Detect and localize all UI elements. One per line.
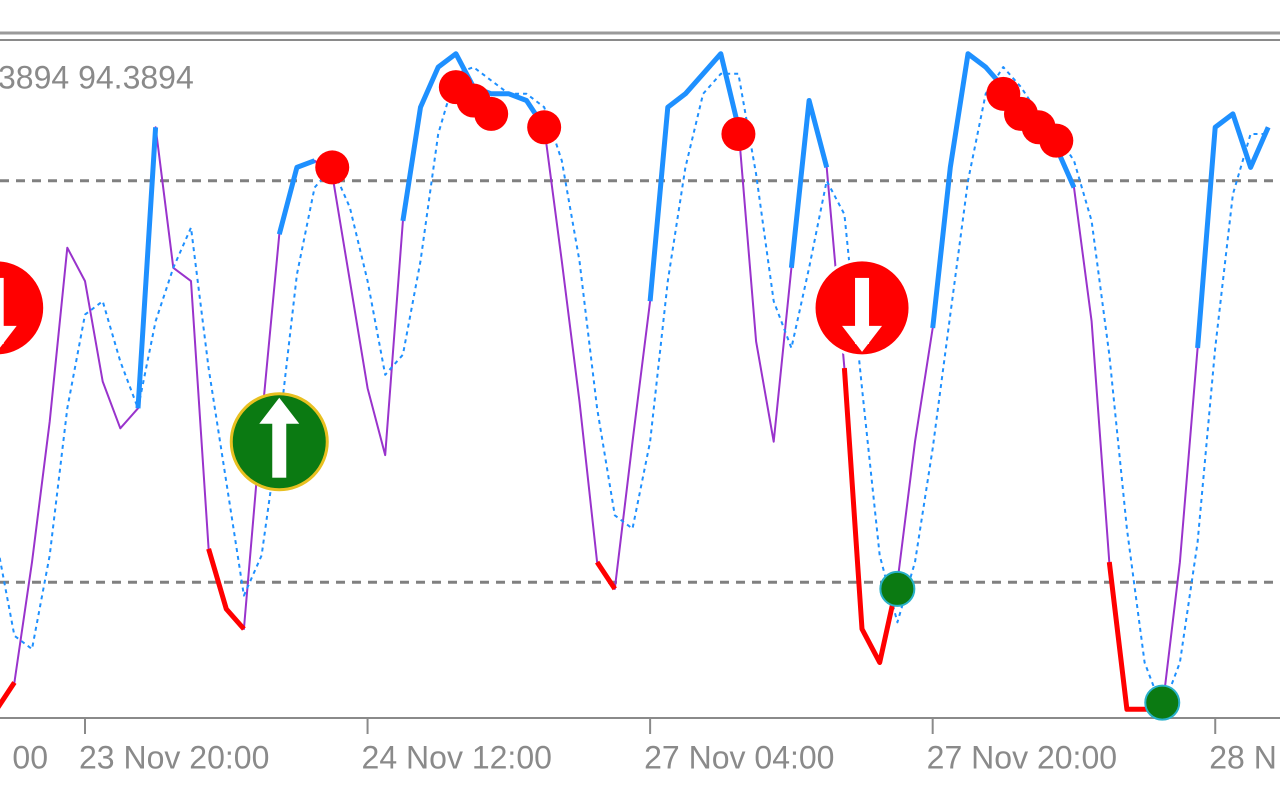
arrow-head bbox=[259, 397, 300, 424]
x-tick-label: 24 Nov 12:00 bbox=[362, 739, 552, 775]
indicator-header: 3894 94.3894 bbox=[0, 59, 194, 95]
arrow-head bbox=[0, 325, 17, 348]
arrow-stem bbox=[272, 411, 287, 478]
x-tick-label: 00 bbox=[12, 739, 48, 775]
signal-dot bbox=[721, 116, 756, 151]
x-tick-label: 27 Nov 20:00 bbox=[927, 739, 1117, 775]
signal-dot bbox=[879, 570, 916, 607]
x-tick-label: 27 Nov 04:00 bbox=[644, 739, 834, 775]
signal-dot bbox=[1039, 123, 1074, 158]
signal-dot bbox=[527, 110, 562, 145]
signal-dot bbox=[1144, 684, 1181, 721]
x-tick-label: 23 Nov 20:00 bbox=[79, 739, 269, 775]
signal-dot bbox=[315, 150, 350, 185]
series-line bbox=[0, 367, 1163, 712]
arrow-stem bbox=[0, 277, 4, 344]
signal-dot bbox=[474, 96, 509, 131]
series-line bbox=[0, 66, 1269, 711]
arrow-head bbox=[842, 325, 883, 352]
x-tick-label: 28 N bbox=[1209, 739, 1277, 775]
